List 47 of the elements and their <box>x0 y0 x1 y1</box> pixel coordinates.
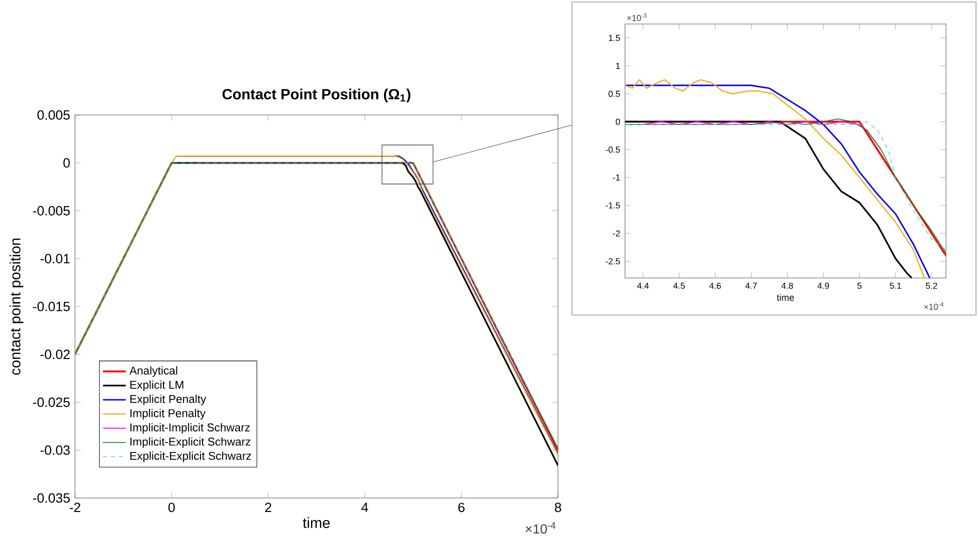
x-axis-title: time <box>776 294 794 301</box>
y-axis-title: contact point position <box>10 238 24 375</box>
y-tick-label: -2 <box>612 230 620 236</box>
text: ×10$^{-3}$ <box>627 13 646 22</box>
x-tick-label: 4.7 <box>745 282 757 289</box>
legend-label: Implicit Penalty <box>130 408 206 420</box>
y-tick-label: 0 <box>616 118 620 125</box>
y-tick-label: 0 <box>63 158 70 168</box>
x-tick-label: 6 <box>458 502 465 512</box>
x-tick-label: 5 <box>857 282 862 289</box>
y-tick-label: -1 <box>612 174 620 180</box>
x-tick-label: 4.5 <box>673 282 685 289</box>
x-tick-label: 2 <box>265 502 272 512</box>
text: ×10$^{-4}$ <box>526 522 556 534</box>
legend-label: Explicit LM <box>130 380 184 392</box>
y-tick-label: -1.5 <box>606 202 620 208</box>
legend-label: Explicit Penalty <box>130 394 206 406</box>
chart-title: Contact Point Position (Ω$_{1}$) <box>222 88 410 102</box>
y-tick-label: 1.5 <box>608 34 620 41</box>
x-tick-label: 5.1 <box>890 282 902 289</box>
x-tick-label: 4.6 <box>709 282 721 289</box>
legend-label: Analytical <box>129 366 178 377</box>
y-tick-label: 0.005 <box>37 110 70 120</box>
y-tick-label: -0.025 <box>33 398 70 407</box>
x-tick-label: 4.8 <box>781 282 793 289</box>
y-tick-label: -0.015 <box>33 302 70 312</box>
y-tick-label: -0.005 <box>33 206 70 216</box>
y-tick-label: -0.02 <box>40 350 70 360</box>
y-tick-label: -0.035 <box>33 493 70 503</box>
y-tick-label: -0.03 <box>40 445 70 455</box>
y-tick-label: -2.5 <box>606 258 620 264</box>
x-tick-label: 4.4 <box>637 282 649 289</box>
legend-label: Explicit-Explicit Schwarz <box>130 452 251 462</box>
x-tick-label: -2 <box>70 502 80 512</box>
y-tick-label: -0.5 <box>606 146 620 153</box>
x-axis-title: time <box>302 517 330 528</box>
legend-label: Implicit-Explicit Schwarz <box>130 437 250 448</box>
x-tick-label: 5.2 <box>926 282 938 289</box>
x-tick-label: 0 <box>168 502 175 512</box>
legend-label: Implicit-Implicit Schwarz <box>130 423 250 434</box>
x-tick-label: 8 <box>554 502 562 512</box>
x-tick-label: 4 <box>361 502 368 512</box>
y-tick-label: -0.01 <box>40 254 70 264</box>
text: ×10$^{-4}$ <box>924 302 944 310</box>
x-tick-label: 4.9 <box>818 282 829 289</box>
y-tick-label: 1 <box>616 62 620 69</box>
y-tick-label: 0.5 <box>608 90 620 97</box>
